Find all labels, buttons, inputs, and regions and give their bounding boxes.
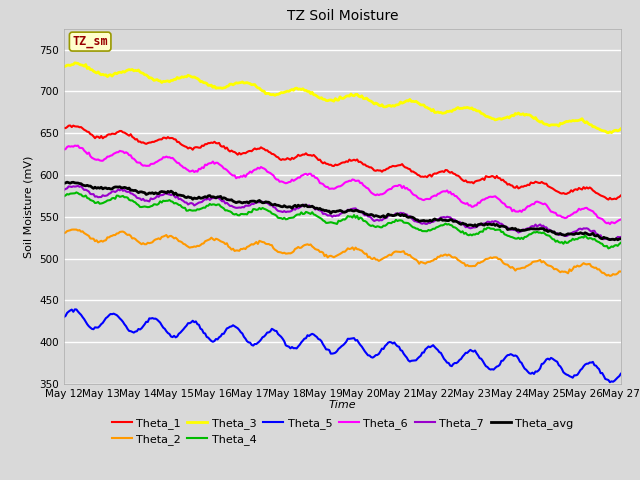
Theta_4 xyxy=(255,205,263,211)
Theta_5 xyxy=(60,314,68,320)
Theta_3 xyxy=(588,122,595,128)
Theta_6 xyxy=(60,146,68,152)
Theta_1 xyxy=(605,197,612,203)
Line: Theta_7: Theta_7 xyxy=(64,186,621,240)
Line: Theta_4: Theta_4 xyxy=(64,192,621,248)
Theta_6 xyxy=(228,172,236,178)
Theta_5 xyxy=(228,324,236,329)
Theta_5 xyxy=(246,340,254,346)
Theta_6 xyxy=(606,221,614,227)
Theta_2 xyxy=(228,247,236,252)
Theta_5 xyxy=(617,371,625,377)
Theta_6 xyxy=(255,166,263,171)
Theta_1 xyxy=(60,125,68,131)
Theta_1 xyxy=(255,146,263,152)
Theta_2 xyxy=(305,242,313,248)
Theta_3 xyxy=(71,60,79,66)
Theta_2 xyxy=(606,273,614,279)
Theta_1 xyxy=(305,152,313,158)
Theta_6 xyxy=(305,171,313,177)
Theta_2 xyxy=(255,238,263,244)
Theta_avg xyxy=(246,199,254,204)
Theta_2 xyxy=(60,230,68,236)
Theta_3 xyxy=(605,130,612,136)
Theta_4 xyxy=(72,190,80,195)
Theta_7 xyxy=(60,187,68,193)
Theta_5 xyxy=(305,333,313,339)
Theta_7 xyxy=(305,203,313,208)
Theta_avg xyxy=(305,204,313,209)
Line: Theta_6: Theta_6 xyxy=(64,145,621,224)
Theta_6 xyxy=(71,143,79,148)
X-axis label: Time: Time xyxy=(328,400,356,410)
Theta_4 xyxy=(60,193,68,199)
Theta_7 xyxy=(588,228,595,234)
Theta_4 xyxy=(130,199,138,204)
Theta_avg xyxy=(60,180,68,186)
Theta_6 xyxy=(588,208,595,214)
Theta_5 xyxy=(71,307,79,312)
Theta_3 xyxy=(255,85,263,91)
Theta_3 xyxy=(305,89,313,95)
Theta_avg xyxy=(130,188,138,193)
Theta_6 xyxy=(617,216,625,222)
Theta_4 xyxy=(617,240,625,246)
Theta_1 xyxy=(130,135,138,141)
Theta_4 xyxy=(588,236,595,241)
Theta_7 xyxy=(246,203,254,208)
Theta_3 xyxy=(60,64,68,70)
Theta_7 xyxy=(617,234,625,240)
Line: Theta_3: Theta_3 xyxy=(64,63,621,133)
Theta_4 xyxy=(228,209,236,215)
Theta_7 xyxy=(228,203,236,209)
Theta_avg xyxy=(617,236,625,241)
Theta_3 xyxy=(617,126,625,132)
Theta_4 xyxy=(305,210,313,216)
Text: TZ_sm: TZ_sm xyxy=(72,35,108,48)
Theta_2 xyxy=(70,227,77,232)
Theta_1 xyxy=(228,148,236,154)
Theta_3 xyxy=(246,81,254,86)
Theta_7 xyxy=(74,183,82,189)
Theta_4 xyxy=(246,209,254,215)
Theta_2 xyxy=(588,264,595,269)
Theta_5 xyxy=(606,379,614,385)
Theta_3 xyxy=(228,81,236,87)
Theta_avg xyxy=(614,237,621,243)
Theta_avg xyxy=(228,197,236,203)
Theta_7 xyxy=(255,199,263,205)
Theta_7 xyxy=(606,237,614,242)
Theta_avg xyxy=(255,198,263,204)
Theta_6 xyxy=(130,156,138,162)
Theta_2 xyxy=(130,235,138,241)
Theta_7 xyxy=(130,192,138,198)
Line: Theta_avg: Theta_avg xyxy=(64,182,621,240)
Theta_avg xyxy=(588,231,595,237)
Theta_5 xyxy=(130,330,138,336)
Line: Theta_5: Theta_5 xyxy=(64,310,621,382)
Theta_1 xyxy=(67,122,74,128)
Theta_avg xyxy=(63,179,71,185)
Theta_2 xyxy=(617,269,625,275)
Theta_1 xyxy=(617,192,625,198)
Theta_6 xyxy=(246,168,254,174)
Theta_5 xyxy=(588,360,595,365)
Y-axis label: Soil Moisture (mV): Soil Moisture (mV) xyxy=(24,155,34,258)
Theta_3 xyxy=(130,68,138,74)
Theta_5 xyxy=(255,338,263,344)
Title: TZ Soil Moisture: TZ Soil Moisture xyxy=(287,10,398,24)
Line: Theta_2: Theta_2 xyxy=(64,229,621,276)
Theta_1 xyxy=(588,186,595,192)
Theta_1 xyxy=(246,148,254,154)
Legend: Theta_1, Theta_2, Theta_3, Theta_4, Theta_5, Theta_6, Theta_7, Theta_avg: Theta_1, Theta_2, Theta_3, Theta_4, Thet… xyxy=(107,413,578,449)
Theta_2 xyxy=(246,242,254,248)
Theta_4 xyxy=(605,245,612,251)
Line: Theta_1: Theta_1 xyxy=(64,125,621,200)
